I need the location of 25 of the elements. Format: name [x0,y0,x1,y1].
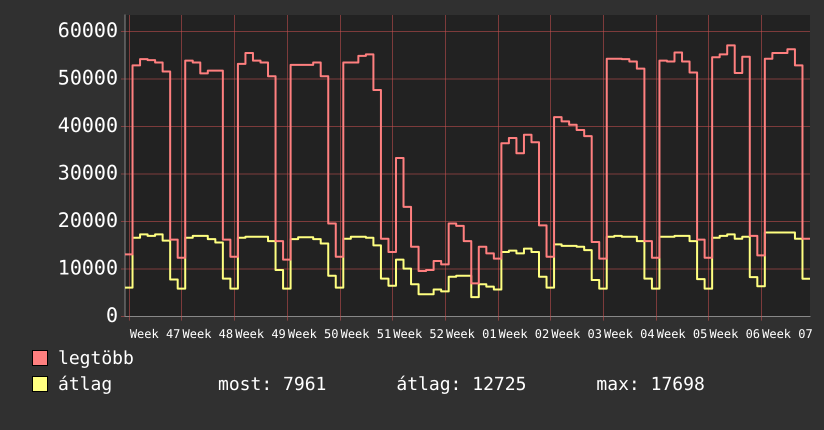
x-tick-label: Week 02 [498,326,550,341]
x-tick-label: Week 49 [235,326,286,341]
x-tick-label: Week 07 [762,326,813,341]
x-tick-label: Week 01 [446,326,497,341]
y-tick-label: 20000 [58,208,118,232]
y-tick-label: 30000 [58,160,118,184]
legend-label: legtöbb [58,348,135,368]
y-tick-label: 40000 [58,112,118,137]
x-tick-label: Week 47 [130,326,180,341]
x-tick-label: Week 06 [709,326,760,341]
x-tick-label: Week 52 [393,326,444,341]
y-tick-label: 0 [106,302,118,327]
text: max: 17698 [596,374,705,394]
y-tick-label: 50000 [58,65,118,90]
y-tick-label: 10000 [58,255,118,280]
x-tick-label: Week 03 [551,326,602,341]
text: most: 7961 [218,374,326,394]
x-tick-label: Week 51 [340,326,392,341]
x-tick-label: Week 05 [656,326,708,341]
legend-label: átlag [58,374,114,394]
x-tick-label: Week 04 [604,326,655,341]
x-tick-label: Week 48 [182,326,234,341]
x-tick-label: Week 50 [288,326,338,341]
text: átlag: 12725 [396,374,526,394]
y-tick-label: 60000 [58,18,118,42]
